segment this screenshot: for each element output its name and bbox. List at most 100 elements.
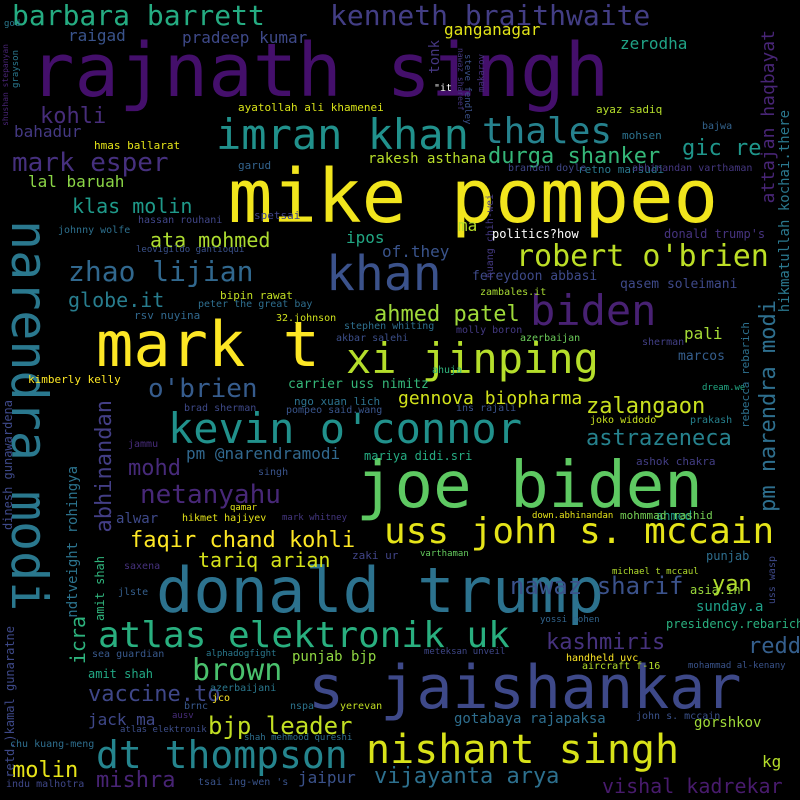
word: pm @narendramodi: [186, 444, 341, 463]
word: narendra modi: [0, 220, 58, 612]
word: nishant singh: [366, 727, 680, 773]
word: shushan stepanyan: [1, 44, 10, 126]
word: retd.)kamal gunaratne: [3, 626, 17, 778]
word: mark t: [96, 308, 320, 381]
word: sherman: [642, 337, 685, 348]
word: kg: [762, 752, 782, 771]
word: steve fendley: [462, 54, 472, 125]
word: god: [4, 19, 21, 29]
word: jco: [212, 693, 231, 704]
word: michael t mccaul: [612, 567, 699, 577]
word: sunday.a: [696, 599, 764, 615]
word: bjp leader: [208, 712, 353, 740]
word: meteksan unveil: [424, 647, 506, 657]
word: "it: [434, 83, 453, 94]
word: uss john s. mccain: [384, 511, 775, 552]
word: biden: [530, 286, 657, 335]
word: ausv: [172, 711, 194, 721]
word: stephen whiting: [344, 321, 435, 332]
word: klas molin: [72, 194, 193, 218]
word: thales: [482, 111, 613, 152]
word: fereydoon abbasi: [472, 269, 598, 284]
word: mark whitney: [282, 513, 348, 523]
word: indu malhotra: [6, 779, 85, 790]
word: brad sherman: [184, 403, 257, 414]
word: jammu: [128, 439, 159, 450]
word: akbar salehi: [336, 333, 409, 344]
word: ahmed patel: [374, 302, 520, 327]
word: mohammad al-kenany: [688, 661, 786, 671]
word: xi jinping: [346, 334, 599, 383]
word: asia.in: [690, 583, 741, 597]
word: jaipur: [298, 768, 356, 787]
word: imran khan: [216, 110, 469, 159]
word: down.abhinandan: [532, 511, 614, 521]
word: ahuja: [432, 365, 463, 376]
word: atlas elektronik uk: [98, 615, 510, 656]
word: molin: [12, 758, 79, 783]
word: carrier uss nimitz: [288, 377, 429, 392]
word: brnc: [184, 701, 209, 712]
word: nawaz shareef: [456, 48, 465, 111]
word: kevin o'connor: [168, 404, 523, 453]
word: yossi cohen: [540, 615, 600, 625]
word: mohd: [128, 456, 181, 481]
word: john s. mccain: [636, 711, 721, 722]
word: bajwa: [702, 121, 733, 132]
word: hassan rouhani: [138, 215, 223, 226]
word: ndtveight rohingya: [65, 466, 81, 618]
word: brown: [192, 653, 283, 688]
word: 32.johnson: [276, 313, 337, 324]
word: jack ma: [88, 710, 156, 729]
word: mishra: [96, 768, 176, 793]
word: johnny wolfe: [58, 225, 131, 236]
word: singh: [258, 467, 289, 478]
word: zambales.it: [480, 287, 547, 298]
word: tariq arian: [198, 548, 331, 572]
word: gennova biopharma: [398, 388, 583, 409]
word: globe.it: [68, 288, 165, 312]
word: qamar: [230, 503, 258, 513]
word: kashmiris: [546, 630, 666, 655]
word: nawaz sharif: [510, 572, 684, 600]
word: o'brien: [148, 374, 258, 404]
word: pompeo said.wang: [286, 405, 383, 416]
word: abhinandan: [92, 400, 117, 533]
word: alwar: [116, 511, 159, 527]
word: joko widodo: [590, 415, 657, 426]
word: spetsai: [254, 209, 301, 222]
word: molly boron: [456, 325, 523, 336]
word: yan: [712, 572, 752, 597]
word: zalangaon: [586, 394, 706, 419]
word: aircraft f-16: [582, 661, 661, 672]
word: mariya didi.sri: [364, 449, 473, 463]
word: dream.we: [702, 383, 746, 393]
word: zerodha: [620, 34, 688, 53]
word: politics?how: [492, 227, 579, 241]
word: garud: [238, 159, 272, 172]
word: punjab: [706, 549, 750, 563]
word: bahadur: [14, 122, 82, 141]
word: icra: [66, 616, 90, 665]
word: ayaz sadiq: [596, 103, 663, 116]
word: ganganagar: [444, 20, 541, 39]
word: rebecca rebarich: [739, 322, 752, 428]
word: grayson: [11, 50, 21, 88]
word: mike pompeo: [228, 154, 719, 240]
word: nspa: [290, 701, 315, 712]
word: alphadogfight: [206, 649, 277, 659]
word: saxena: [124, 561, 161, 572]
word: of.they: [382, 242, 450, 261]
word: abhinandan varthaman: [632, 163, 753, 174]
word: hmas ballarat: [94, 139, 181, 152]
word: rakesh asthana: [368, 151, 487, 167]
word: ma: [458, 216, 478, 235]
word: rsv nuyina: [134, 309, 201, 322]
word: barbara barrett: [12, 0, 265, 32]
word: bipin rawat: [220, 289, 293, 302]
word: zhao lijian: [68, 255, 254, 288]
word: vijayanta arya: [374, 764, 560, 789]
word: rajnath singh: [30, 28, 610, 114]
word: vaccine.to: [88, 682, 221, 707]
